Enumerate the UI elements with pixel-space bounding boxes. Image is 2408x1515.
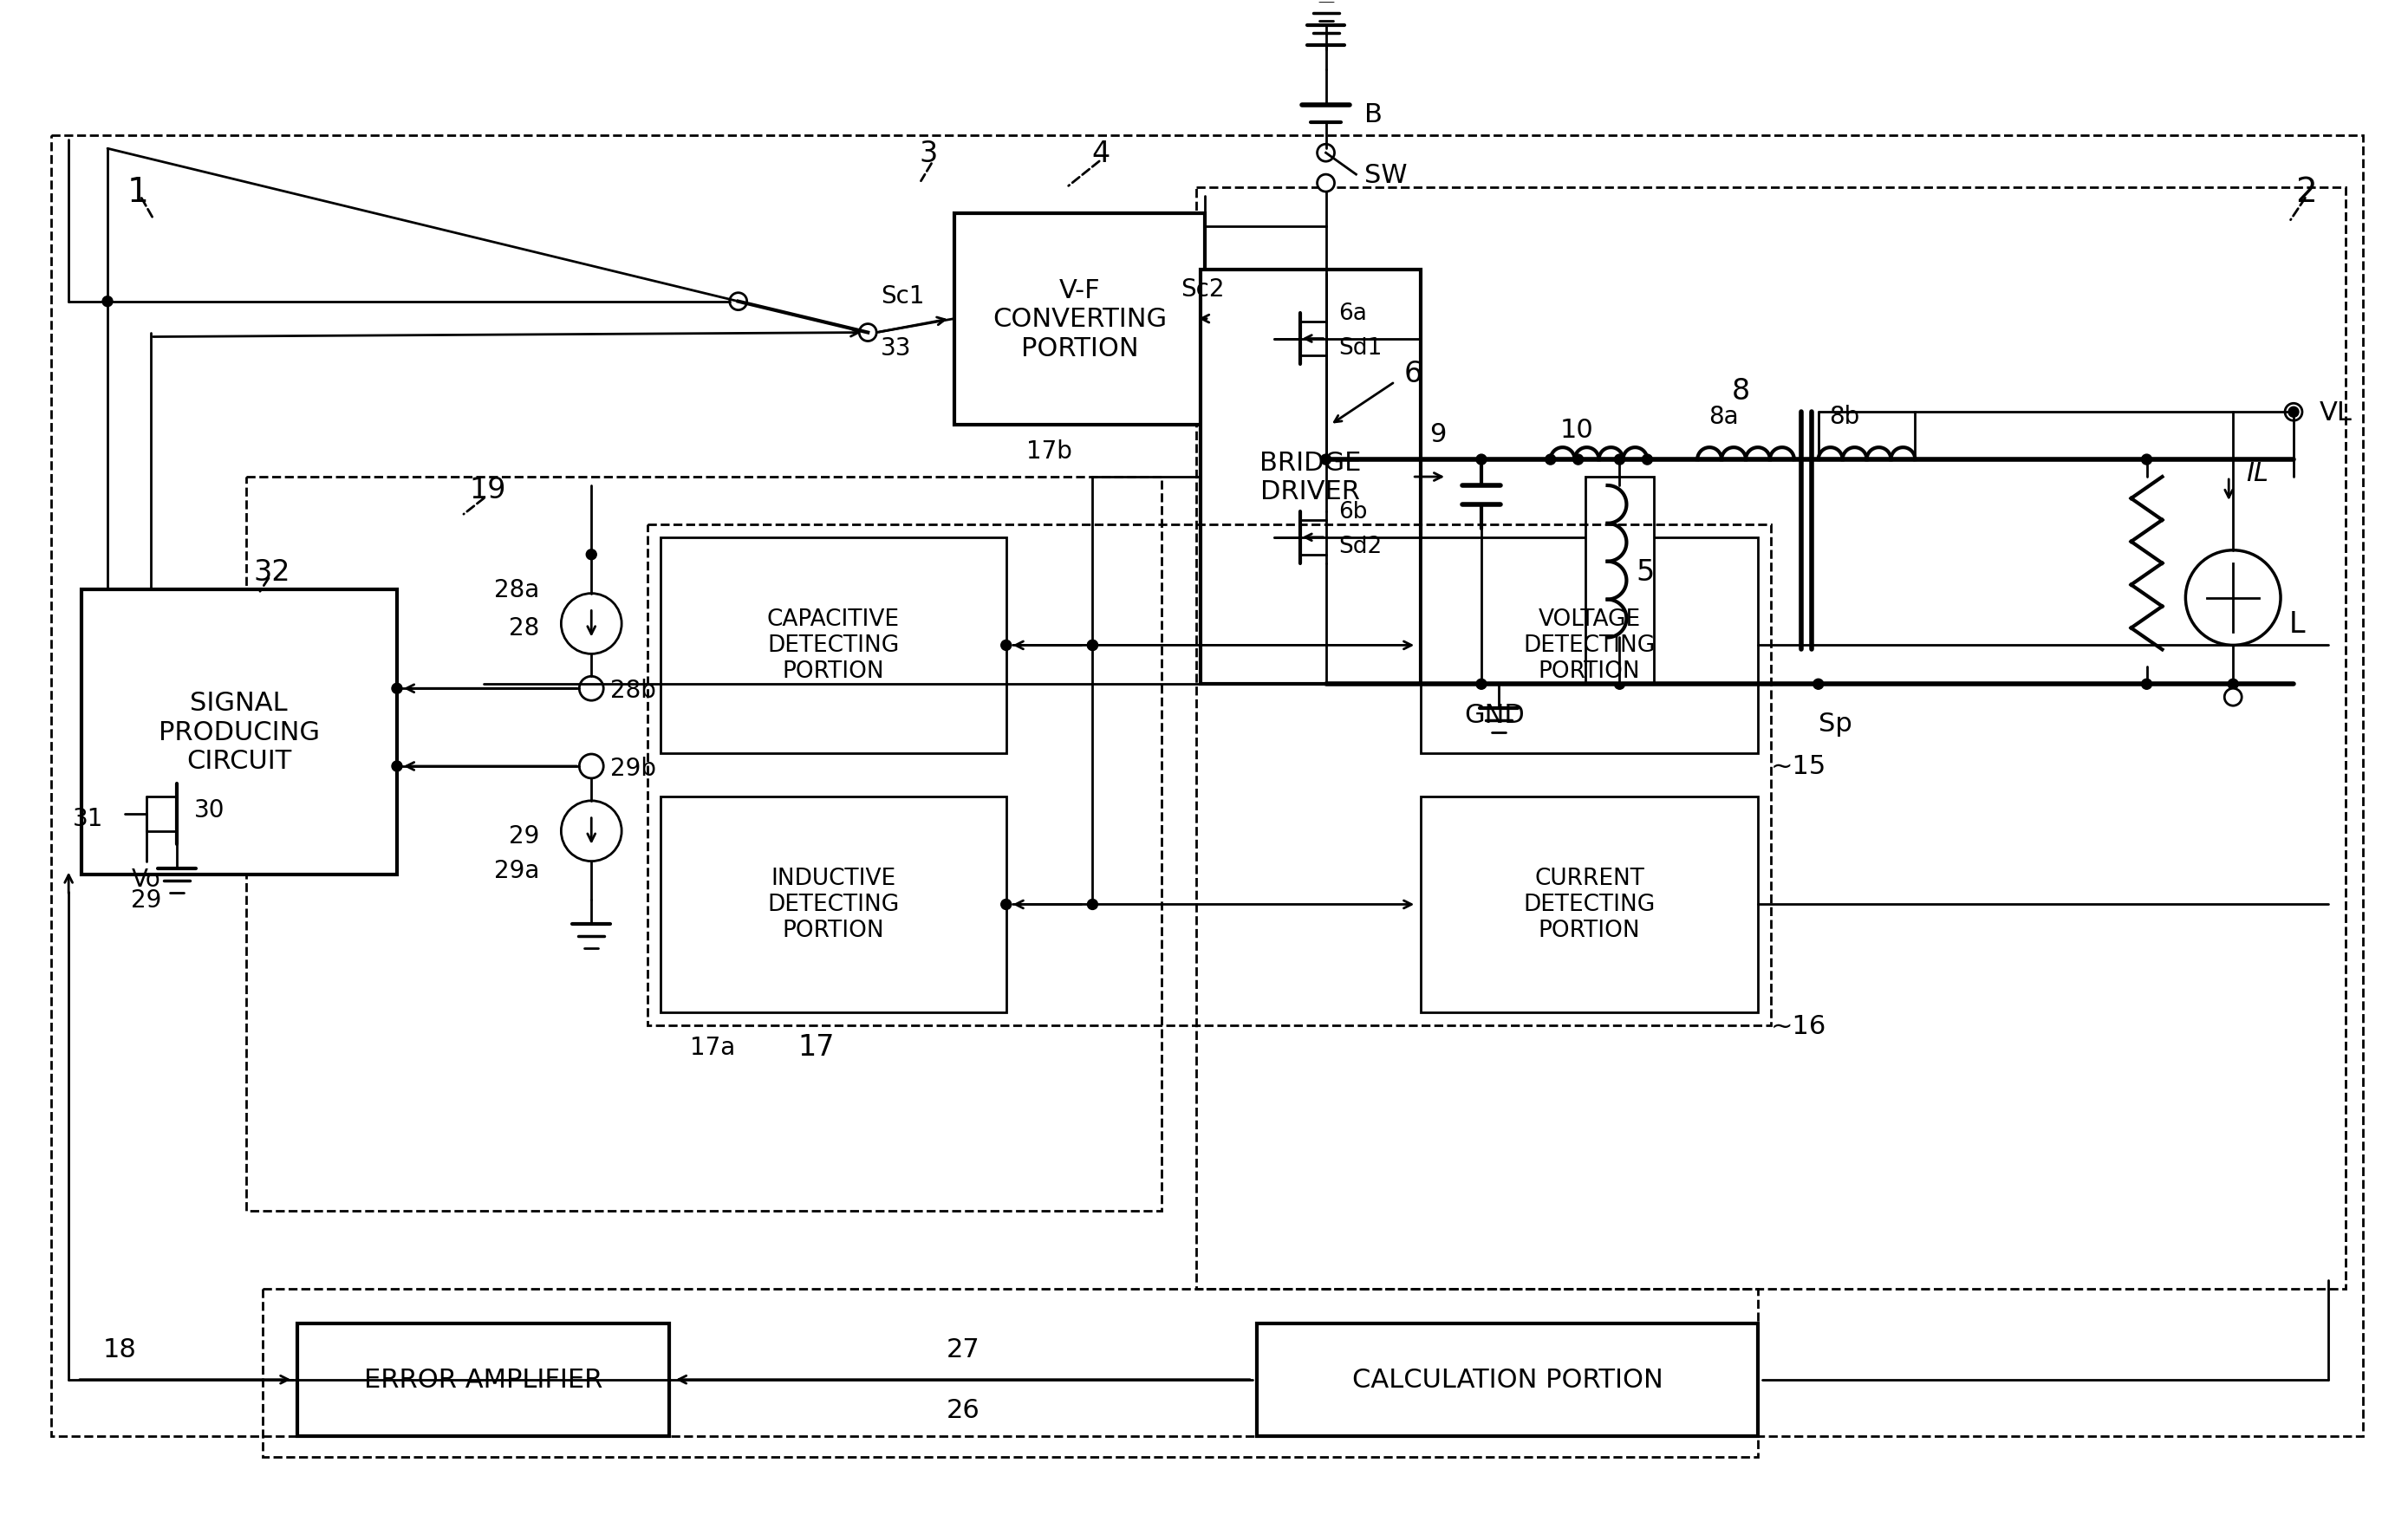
Text: 27: 27 — [946, 1336, 980, 1362]
Text: Sd1: Sd1 — [1339, 336, 1382, 359]
Text: B: B — [1365, 102, 1382, 127]
Circle shape — [393, 762, 402, 771]
Text: 29a: 29a — [494, 857, 539, 882]
Circle shape — [1572, 454, 1584, 465]
Text: INDUCTIVE
DETECTING
PORTION: INDUCTIVE DETECTING PORTION — [768, 868, 898, 942]
Circle shape — [2285, 405, 2302, 421]
Text: 10: 10 — [1560, 417, 1594, 442]
Circle shape — [2141, 454, 2153, 465]
Bar — [1421, 538, 1758, 753]
Text: 17: 17 — [797, 1033, 836, 1062]
Circle shape — [1476, 454, 1486, 465]
Circle shape — [1088, 641, 1098, 651]
Text: 17a: 17a — [689, 1035, 734, 1059]
Text: 1: 1 — [128, 176, 149, 209]
Bar — [1257, 1324, 1758, 1436]
Text: 8a: 8a — [1707, 405, 1739, 429]
Text: VL: VL — [2319, 400, 2353, 426]
Circle shape — [2288, 408, 2300, 418]
Circle shape — [1002, 641, 1011, 651]
Text: GND: GND — [1464, 701, 1524, 727]
Text: 4: 4 — [1091, 139, 1110, 168]
Circle shape — [580, 677, 604, 701]
Text: ~16: ~16 — [1770, 1014, 1828, 1038]
Circle shape — [860, 324, 877, 342]
Bar — [51, 136, 2362, 1436]
Text: 26: 26 — [946, 1397, 980, 1423]
Text: SIGNAL
PRODUCING
CIRCUIT: SIGNAL PRODUCING CIRCUIT — [159, 691, 320, 774]
Text: 29b: 29b — [609, 756, 657, 780]
Text: Sc2: Sc2 — [1180, 277, 1223, 301]
Text: CAPACITIVE
DETECTING
PORTION: CAPACITIVE DETECTING PORTION — [768, 609, 901, 683]
Circle shape — [1476, 679, 1486, 689]
Circle shape — [1613, 679, 1625, 689]
Circle shape — [1002, 900, 1011, 911]
Bar — [648, 524, 1770, 1026]
Circle shape — [101, 297, 113, 308]
Circle shape — [2225, 689, 2242, 706]
Text: Sp: Sp — [1818, 711, 1852, 736]
Bar — [1584, 477, 1654, 685]
Text: Sc1: Sc1 — [881, 283, 925, 308]
Text: ERROR AMPLIFIER: ERROR AMPLIFIER — [364, 1367, 602, 1392]
Text: V-F
CONVERTING
PORTION: V-F CONVERTING PORTION — [992, 277, 1168, 361]
Text: VOLTAGE
DETECTING
PORTION: VOLTAGE DETECTING PORTION — [1524, 609, 1654, 683]
Bar — [1197, 188, 2345, 1289]
Text: 28a: 28a — [494, 577, 539, 601]
Bar — [1421, 797, 1758, 1012]
Text: 6: 6 — [1404, 359, 1423, 388]
Text: 6b: 6b — [1339, 500, 1368, 523]
Bar — [954, 214, 1204, 426]
Text: 8b: 8b — [1830, 405, 1859, 429]
Circle shape — [1317, 145, 1334, 162]
Text: 28b: 28b — [609, 679, 657, 703]
Text: 17b: 17b — [1026, 439, 1072, 464]
Bar — [262, 1289, 1758, 1457]
Circle shape — [2141, 679, 2153, 689]
Circle shape — [1546, 454, 1556, 465]
Text: 32: 32 — [253, 558, 289, 586]
Circle shape — [730, 294, 746, 311]
Bar — [1202, 270, 1421, 685]
Bar — [299, 1324, 669, 1436]
Text: 30: 30 — [195, 797, 224, 821]
Circle shape — [2227, 679, 2239, 689]
Text: 29: 29 — [130, 888, 161, 912]
Circle shape — [1613, 454, 1625, 465]
Circle shape — [1813, 679, 1823, 689]
Text: 8: 8 — [1731, 377, 1751, 405]
Circle shape — [1088, 900, 1098, 911]
Text: 28: 28 — [508, 617, 539, 641]
Text: CALCULATION PORTION: CALCULATION PORTION — [1351, 1367, 1664, 1392]
Text: 5: 5 — [1637, 558, 1654, 586]
Text: ~15: ~15 — [1770, 754, 1828, 779]
Text: BRIDGE
DRIVER: BRIDGE DRIVER — [1259, 450, 1361, 504]
Bar — [246, 477, 1161, 1212]
Circle shape — [585, 550, 597, 561]
Circle shape — [1320, 454, 1332, 465]
Text: CURRENT
DETECTING
PORTION: CURRENT DETECTING PORTION — [1524, 868, 1654, 942]
Text: Sd2: Sd2 — [1339, 535, 1382, 558]
Bar — [660, 538, 1007, 753]
Text: Vo: Vo — [132, 867, 161, 891]
Text: 18: 18 — [104, 1336, 137, 1362]
Text: 31: 31 — [72, 806, 104, 830]
Circle shape — [393, 683, 402, 694]
Text: 2: 2 — [2295, 176, 2316, 209]
Bar — [82, 589, 397, 874]
Text: SW: SW — [1365, 162, 1409, 188]
Text: IL: IL — [2247, 461, 2268, 485]
Circle shape — [1088, 641, 1098, 651]
Text: 19: 19 — [470, 476, 506, 504]
Text: 6a: 6a — [1339, 301, 1368, 324]
Text: L: L — [2290, 611, 2304, 638]
Text: 33: 33 — [881, 336, 913, 361]
Circle shape — [1317, 176, 1334, 192]
Text: 9: 9 — [1430, 421, 1447, 447]
Circle shape — [580, 754, 604, 779]
Text: 29: 29 — [508, 824, 539, 848]
Text: 3: 3 — [920, 139, 937, 168]
Bar — [660, 797, 1007, 1012]
Circle shape — [1642, 454, 1652, 465]
